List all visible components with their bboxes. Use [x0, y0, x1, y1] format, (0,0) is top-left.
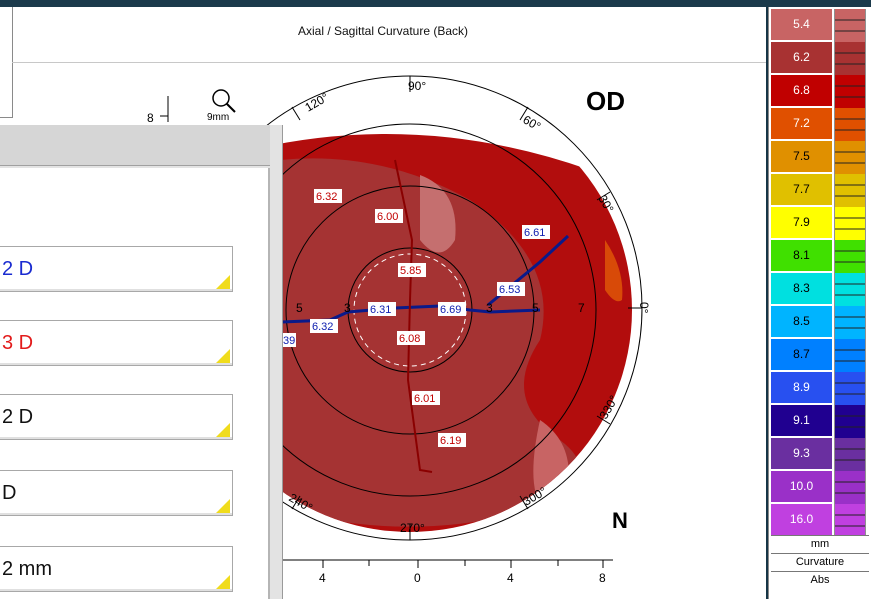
field-corner-icon: [216, 349, 230, 363]
legend-item: 16.0: [771, 504, 832, 536]
value-field-2[interactable]: 3 D: [0, 320, 233, 366]
reading-7: 6.69: [440, 304, 461, 316]
scale-bar-icon: [160, 96, 169, 122]
legend-unit: mm: [771, 535, 869, 552]
field-corner-icon: [216, 275, 230, 289]
legend-gradient: [834, 9, 866, 535]
ring-label-left-3: 3: [344, 301, 351, 315]
ring-label-right-5: 5: [532, 301, 539, 315]
value-field-1[interactable]: 2 D: [0, 246, 233, 292]
zoom-label: 9mm: [207, 112, 230, 123]
title-divider: [12, 62, 766, 63]
axis-tick-4-left: 4: [319, 571, 326, 585]
curvature-map[interactable]: 90° 60° 30° 0° 330° 300° 270° 240° 120° …: [0, 0, 766, 599]
left-panel-header: [0, 125, 270, 166]
legend-item: 7.2: [771, 108, 832, 140]
reading-11: 6.19: [440, 435, 461, 447]
legend-item: 8.3: [771, 273, 832, 305]
eye-label: OD: [586, 86, 625, 116]
field-corner-icon: [216, 499, 230, 513]
value-field-4[interactable]: D: [0, 470, 233, 516]
field-corner-icon: [216, 575, 230, 589]
reading-2: 6.00: [377, 211, 398, 223]
legend-item: 5.4: [771, 9, 832, 41]
legend-scale[interactable]: Abs: [771, 571, 869, 588]
legend-item: 8.9: [771, 372, 832, 404]
ring-label-left-5: 5: [296, 301, 303, 315]
legend-item: 9.3: [771, 438, 832, 470]
reading-9: 6.08: [399, 333, 420, 345]
angle-270: 270°: [400, 521, 425, 535]
map-fill-darkred: [280, 158, 580, 527]
value-field-3[interactable]: 2 D: [0, 394, 233, 440]
meridian-flat: [281, 304, 541, 324]
reading-10: 6.01: [414, 393, 435, 405]
zoom-icon[interactable]: [208, 88, 240, 120]
legend-item: 10.0: [771, 471, 832, 503]
value-field-1-text: 2 D: [2, 258, 34, 280]
map-fill-orange: [605, 240, 623, 302]
angle-90: 90°: [408, 79, 426, 93]
value-field-2-text: 3 D: [2, 332, 34, 354]
axis-tick-8: 8: [599, 571, 606, 585]
reading-12: 39: [283, 335, 295, 347]
reading-3: 6.61: [524, 227, 545, 239]
ring-label-right-7: 7: [578, 301, 585, 315]
ring-label-right-3: 3: [486, 301, 493, 315]
legend-item: 6.8: [771, 75, 832, 107]
top-bar: [0, 0, 871, 7]
scale-value: 8: [147, 111, 154, 125]
value-field-4-text: D: [2, 482, 17, 504]
map-title: Axial / Sagittal Curvature (Back): [297, 24, 469, 38]
reading-8: 6.32: [312, 321, 333, 333]
field-corner-icon: [216, 423, 230, 437]
legend-item: 8.5: [771, 306, 832, 338]
legend-item: 8.7: [771, 339, 832, 371]
legend-item: 7.9: [771, 207, 832, 239]
bottom-axis: 4 0 4 8: [283, 559, 613, 585]
legend-item: 7.7: [771, 174, 832, 206]
legend-item: 6.2: [771, 42, 832, 74]
reading-4: 5.85: [400, 265, 421, 277]
reading-6: 6.31: [370, 304, 391, 316]
legend-item: 8.1: [771, 240, 832, 272]
value-field-5-text: 2 mm: [2, 558, 52, 580]
compass-ticks: [291, 76, 642, 540]
reading-5: 6.53: [499, 284, 520, 296]
legend-item: 7.5: [771, 141, 832, 173]
angle-0: 0°: [637, 302, 651, 314]
left-panel-inner: 2 D 3 D 2 D D 2 mm: [0, 168, 270, 599]
legend-item: 9.1: [771, 405, 832, 437]
reading-1: 6.32: [316, 191, 337, 203]
axis-tick-4-right: 4: [507, 571, 514, 585]
nasal-label: N: [612, 508, 628, 533]
legend-mode[interactable]: Curvature: [771, 553, 869, 570]
axis-tick-0: 0: [414, 571, 421, 585]
value-field-3-text: 2 D: [2, 406, 34, 428]
color-legend: 5.4 6.2 6.8 7.2 7.5 7.7 7.9 8.1 8.3 8.5 …: [768, 7, 871, 599]
value-field-5[interactable]: 2 mm: [0, 546, 233, 592]
map-fill-light: [420, 175, 456, 253]
